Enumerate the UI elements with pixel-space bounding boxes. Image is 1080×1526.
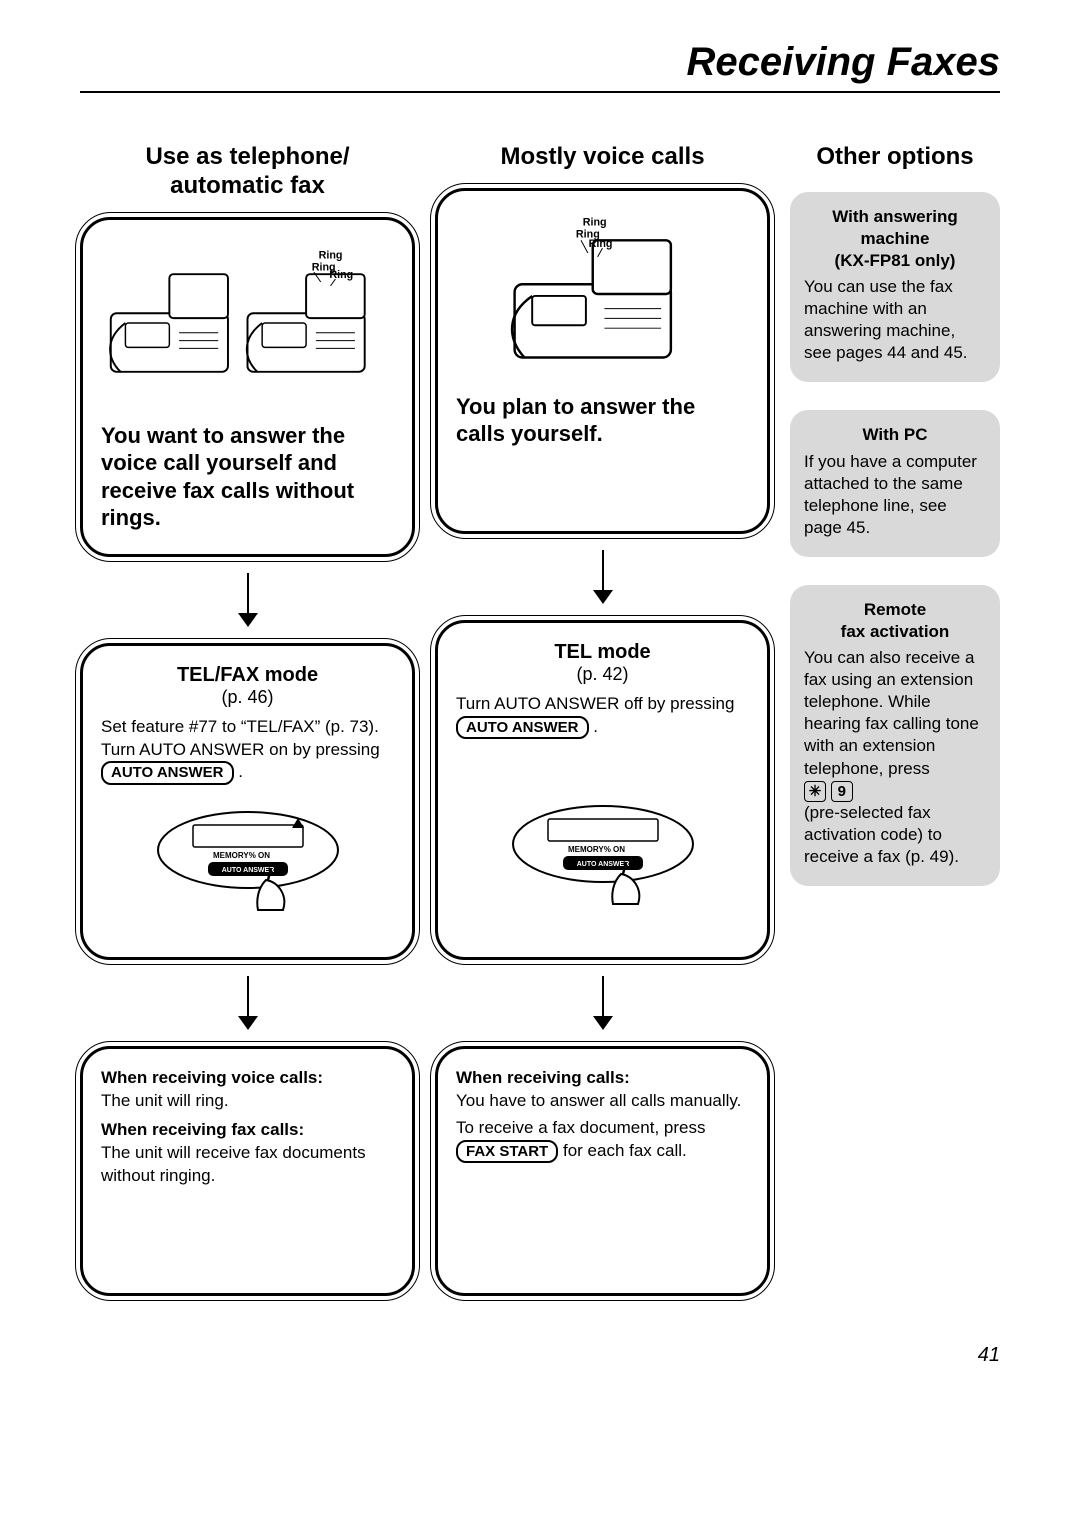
opt3-title: Remote fax activation (804, 599, 986, 643)
arrow-icon (593, 550, 613, 604)
telfax-mode-title: TEL/FAX mode (101, 664, 394, 687)
two-fax-illustration: Ring Ring Ring (101, 238, 394, 408)
auto-answer-button-label: AUTO ANSWER (456, 716, 589, 740)
left-heading: Use as telephone/ automatic fax (145, 143, 349, 201)
mid-panel-mode: TEL mode (p. 42) Turn AUTO ANSWER off by… (435, 620, 770, 960)
column-voice-calls: Mostly voice calls Ring Ring Ring (435, 143, 770, 1304)
right-heading: Other options (816, 143, 973, 172)
ring-label: Ring (329, 269, 353, 281)
memory-label: MEMORY% ON (568, 845, 625, 854)
fax-start-button-label: FAX START (456, 1140, 558, 1164)
fax-machine-svg: Ring Ring Ring (456, 209, 749, 379)
page-header: Receiving Faxes (80, 40, 1000, 93)
receiving-fax-text: To receive a fax document, press FAX STA… (456, 1117, 749, 1163)
mid-scenario-text: You plan to answer the calls yourself. (456, 393, 749, 448)
aa-label: AUTO ANSWER (576, 861, 629, 868)
option-remote-activation: Remote fax activation You can also recei… (790, 585, 1000, 887)
mid-heading: Mostly voice calls (500, 143, 704, 172)
auto-answer-illustration: MEMORY% ON AUTO ANSWER (101, 795, 394, 935)
memory-label: MEMORY% ON (213, 851, 270, 860)
left-panel-scenario: Ring Ring Ring You want to answer the vo… (80, 217, 415, 557)
telfax-page-ref: (p. 46) (101, 687, 394, 708)
opt3-body: You can also receive a fax using an exte… (804, 647, 986, 868)
fax-machines-svg: Ring Ring Ring (101, 238, 394, 408)
telfax-instruction-1: Set feature #77 to “TEL/FAX” (p. 73). (101, 716, 394, 739)
auto-answer-svg: MEMORY% ON AUTO ANSWER (503, 804, 703, 914)
voice-calls-text: The unit will ring. (101, 1090, 394, 1113)
option-pc: With PC If you have a computer attached … (790, 410, 1000, 556)
ring-label: Ring (589, 238, 613, 250)
ring-label: Ring (319, 249, 343, 261)
auto-answer-button-label: AUTO ANSWER (101, 761, 234, 785)
opt1-title: With answering machine (KX-FP81 only) (804, 206, 986, 272)
instr-text: To receive a fax document, press (456, 1118, 705, 1137)
single-fax-illustration: Ring Ring Ring (456, 209, 749, 379)
opt3-text-post: (pre-selected fax activation code) to re… (804, 803, 959, 866)
receiving-calls-text: You have to answer all calls manually. (456, 1090, 749, 1113)
key-star: ✳ (804, 781, 826, 803)
fax-calls-text: The unit will receive fax documents with… (101, 1142, 394, 1188)
auto-answer-svg: MEMORY% ON AUTO ANSWER (148, 810, 348, 920)
mid-panel-scenario: Ring Ring Ring You plan to answer the ca… (435, 188, 770, 534)
left-panel-mode: TEL/FAX mode (p. 46) Set feature #77 to … (80, 643, 415, 960)
arrow-icon (238, 573, 258, 627)
mid-panel-result: When receiving calls: You have to answer… (435, 1046, 770, 1296)
instr-text: . (593, 717, 598, 736)
telfax-instruction-2: Turn AUTO ANSWER on by pressing AUTO ANS… (101, 739, 394, 785)
instr-text: Turn AUTO ANSWER on by pressing (101, 740, 380, 759)
arrow-icon (593, 976, 613, 1030)
page-number: 41 (80, 1344, 1000, 1367)
arrow-icon (238, 976, 258, 1030)
auto-answer-illustration: MEMORY% ON AUTO ANSWER (456, 789, 749, 929)
opt2-body: If you have a computer attached to the s… (804, 451, 986, 539)
instr-text: for each fax call. (563, 1141, 687, 1160)
voice-calls-heading: When receiving voice calls: (101, 1067, 394, 1090)
left-scenario-text: You want to answer the voice call yourse… (101, 422, 394, 532)
page-title: Receiving Faxes (687, 40, 1001, 84)
opt3-text-pre: You can also receive a fax using an exte… (804, 648, 979, 777)
receiving-calls-heading: When receiving calls: (456, 1067, 749, 1090)
tel-page-ref: (p. 42) (456, 664, 749, 685)
column-telephone-fax: Use as telephone/ automatic fax (80, 143, 415, 1304)
left-panel-result: When receiving voice calls: The unit wil… (80, 1046, 415, 1296)
opt2-title: With PC (804, 424, 986, 446)
tel-mode-title: TEL mode (456, 641, 749, 664)
main-layout: Use as telephone/ automatic fax (80, 143, 1000, 1304)
instr-text: . (238, 762, 243, 781)
aa-label: AUTO ANSWER (221, 867, 274, 874)
option-answering-machine: With answering machine (KX-FP81 only) Yo… (790, 192, 1000, 383)
key-nine: 9 (831, 781, 853, 803)
opt1-body: You can use the fax machine with an answ… (804, 276, 986, 364)
tel-instruction: Turn AUTO ANSWER off by pressing AUTO AN… (456, 693, 749, 739)
ring-label: Ring (583, 216, 607, 228)
left-heading-text: Use as telephone/ automatic fax (145, 143, 349, 199)
column-other-options: Other options With answering machine (KX… (790, 143, 1000, 914)
fax-calls-heading: When receiving fax calls: (101, 1119, 394, 1142)
instr-text: Turn AUTO ANSWER off by pressing (456, 694, 734, 713)
